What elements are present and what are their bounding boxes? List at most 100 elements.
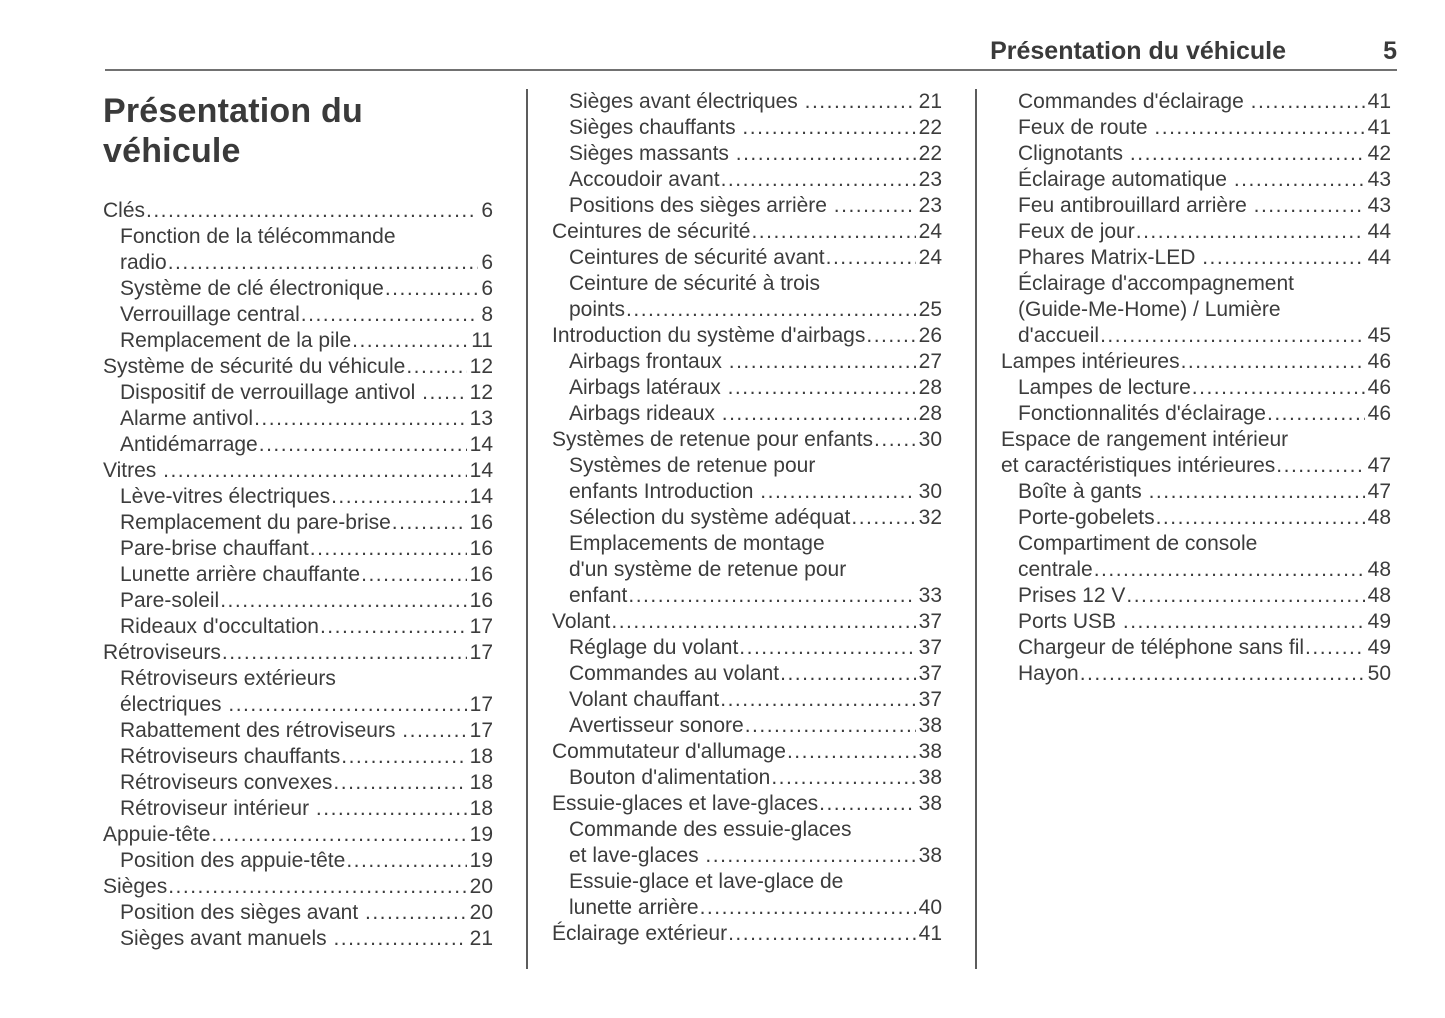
toc-entry-line: et caractéristiques intérieures 47 [1001, 453, 1391, 479]
toc-entry-text: Rétroviseurs extérieurs [120, 667, 336, 690]
toc-entry: Position des appuie-tête 19 [103, 848, 493, 874]
toc-entry-line: Rideaux d'occultation 17 [103, 614, 493, 640]
toc-entry-text: lunette arrière [569, 896, 699, 919]
toc-entry-page: 41 [918, 922, 942, 945]
toc-entry-text: Airbags latéraux [569, 376, 727, 399]
dot-leader [1267, 401, 1365, 427]
toc-entry: Ceintures de sécurité avant 24 [552, 245, 942, 271]
toc-entry-page: 14 [469, 459, 493, 482]
toc-entry: Espace de rangement intérieur et caractér… [1001, 427, 1391, 479]
toc-entry-line: Sièges avant manuels 21 [103, 926, 493, 952]
toc-entry-text: Hayon [1018, 662, 1079, 685]
toc-entry-text: Commande des essuie-glaces [569, 818, 852, 841]
toc-entry: Essuie-glace et lave-glace de lunette arr… [552, 869, 942, 921]
dot-leader [1154, 115, 1364, 141]
toc-entry-page: 46 [1367, 402, 1391, 425]
toc-entry-text: Position des appuie-tête [120, 849, 346, 872]
toc-entry: Systèmes de retenue pour enfants 30 [552, 427, 942, 453]
toc-entry-text: Rétroviseurs chauffants [120, 745, 341, 768]
toc-entry-line: Éclairage automatique 43 [1001, 167, 1391, 193]
toc-entry: Ceinture de sécurité à trois points 25 [552, 271, 942, 323]
dot-leader [331, 484, 467, 510]
toc-entry-text: Bouton d'alimentation [569, 766, 771, 789]
toc-entry-page: 37 [918, 636, 942, 659]
dot-leader [341, 744, 466, 770]
toc-entry-line: Phares Matrix-LED 44 [1001, 245, 1391, 271]
toc-entry-line: Rétroviseurs chauffants 18 [103, 744, 493, 770]
toc-entry: Ports USB 49 [1001, 609, 1391, 635]
toc-entry-text: Systèmes de retenue pour enfants [552, 428, 874, 451]
dot-leader [736, 141, 916, 167]
toc-entry-page: 25 [918, 298, 942, 321]
toc-entry-page: 18 [469, 745, 493, 768]
toc-entry-line: Avertisseur sonore 38 [552, 713, 942, 739]
toc-entry-text: et caractéristiques intérieures [1001, 454, 1276, 477]
toc-entry-line: Essuie-glace et lave-glace de [552, 869, 942, 895]
toc-entry-page: 12 [469, 381, 493, 404]
toc-entry-text: d'un système de retenue pour [569, 558, 847, 581]
toc-entry: Ceintures de sécurité 24 [552, 219, 942, 245]
toc-entry: Chargeur de téléphone sans fil 49 [1001, 635, 1391, 661]
toc-entry: Sièges avant électriques 21 [552, 89, 942, 115]
toc-entry-line: Sélection du système adéquat 32 [552, 505, 942, 531]
toc-entry-page: 44 [1367, 220, 1391, 243]
toc-entry-page: 24 [918, 246, 942, 269]
column-divider [526, 89, 528, 969]
toc-entry: Système de sécurité du véhicule 12 [103, 354, 493, 380]
toc-entry: Emplacements de montage d'un système de r… [552, 531, 942, 609]
toc-entry-line: Ceinture de sécurité à trois [552, 271, 942, 297]
toc-entry-text: Lunette arrière chauffante [120, 563, 361, 586]
toc-entry-text: Réglage du volant [569, 636, 739, 659]
toc-entry-page: 13 [469, 407, 493, 430]
toc-entry: Alarme antivol 13 [103, 406, 493, 432]
toc-entry-page: 28 [918, 402, 942, 425]
toc-entry-line: Rétroviseurs convexes 18 [103, 770, 493, 796]
toc-entry-page: 48 [1367, 584, 1391, 607]
toc-entry: Commandes au volant 37 [552, 661, 942, 687]
toc-entry: Éclairage extérieur 41 [552, 921, 942, 947]
dot-leader [392, 510, 467, 536]
dot-leader [254, 406, 467, 432]
toc-column-1: Présentation du véhicule Clés6Fonction d… [103, 89, 493, 952]
toc-entry-text: Sièges massants [569, 142, 735, 165]
toc-entry-line: Système de clé électronique 6 [103, 276, 493, 302]
toc-entry-text: Sièges chauffants [569, 116, 742, 139]
toc-entry-text: Espace de rangement intérieur [1001, 428, 1289, 451]
toc-entry: Feu antibrouillard arrière 43 [1001, 193, 1391, 219]
toc-entry-line: Remplacement de la pile 11 [103, 328, 493, 354]
toc-entry-text: Commandes d'éclairage [1018, 90, 1250, 113]
toc-entry-text: centrale [1018, 558, 1093, 581]
toc-entry-line: Emplacements de montage [552, 531, 942, 557]
toc-entry-text: d'accueil [1018, 324, 1100, 347]
toc-entry-text: Sièges [103, 875, 168, 898]
toc-entry-line: Prises 12 V 48 [1001, 583, 1391, 609]
toc-entry: Sièges chauffants 22 [552, 115, 942, 141]
toc-entry: Systèmes de retenue pour enfants Introduc… [552, 453, 942, 505]
toc-entry-page: 46 [1367, 350, 1391, 373]
dot-leader [1136, 219, 1365, 245]
toc-entry-page: 6 [481, 251, 493, 274]
toc-entry-text: Prises 12 V [1018, 584, 1126, 607]
dot-leader [333, 926, 466, 952]
toc-entry-page: 47 [1367, 454, 1391, 477]
dot-leader [220, 588, 466, 614]
toc-entry-text: Éclairage extérieur [552, 922, 728, 945]
toc-entry-line: électriques 17 [103, 692, 493, 718]
toc-entry-page: 38 [918, 740, 942, 763]
toc-entry-page: 19 [469, 849, 493, 872]
dot-leader [722, 401, 916, 427]
dot-leader [402, 718, 466, 744]
toc-entry: Hayon 50 [1001, 661, 1391, 687]
toc-entry-page: 27 [918, 350, 942, 373]
dot-leader [168, 250, 479, 276]
dot-leader [866, 323, 915, 349]
toc-entry-text: Position des sièges avant [120, 901, 364, 924]
toc-entry: Vitres 14 [103, 458, 493, 484]
toc-entry: Feux de jour 44 [1001, 219, 1391, 245]
dot-leader [385, 276, 479, 302]
toc-entry-page: 48 [1367, 506, 1391, 529]
toc-entry-text: Rideaux d'occultation [120, 615, 319, 638]
toc-entry: Clés 6 [103, 198, 493, 224]
